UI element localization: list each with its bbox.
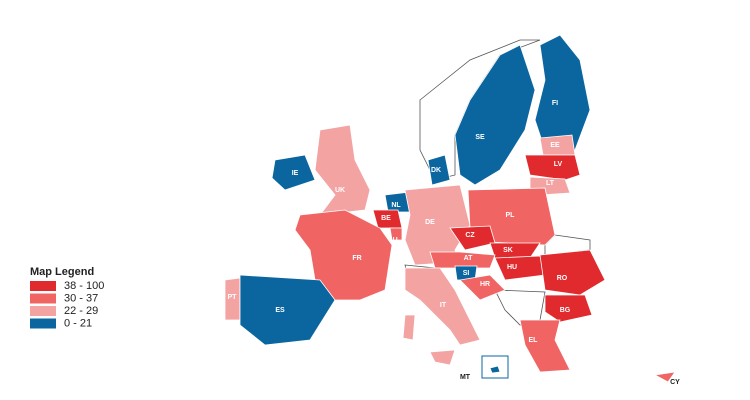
- country-code: FR: [352, 255, 361, 262]
- country-code: SI: [463, 270, 470, 277]
- country-code: LV: [554, 161, 563, 168]
- country: [427, 154, 451, 186]
- country-code: AT: [464, 255, 474, 262]
- legend-label: 22 - 29: [64, 305, 98, 317]
- country: [239, 274, 336, 346]
- country-code: DK: [431, 167, 441, 174]
- country-code: PL: [506, 212, 516, 219]
- country-code: SK: [503, 247, 513, 254]
- country: [489, 365, 501, 374]
- country-code: CY: [670, 379, 680, 386]
- country-code: UK: [335, 187, 345, 194]
- country-code: MT: [460, 374, 471, 381]
- country: [489, 242, 541, 259]
- country-code: HU: [507, 264, 517, 271]
- legend-label: 30 - 37: [64, 292, 98, 304]
- country-code: DE: [425, 219, 435, 226]
- malta-inset: [481, 355, 509, 379]
- country-code: IT: [440, 302, 447, 309]
- country-code: HR: [480, 281, 490, 288]
- country-code: CZ: [465, 232, 475, 239]
- country: [459, 274, 506, 301]
- country: [294, 209, 393, 301]
- country: [429, 251, 496, 269]
- country: [519, 319, 571, 373]
- legend-swatch: [30, 318, 56, 329]
- country-code: RO: [557, 275, 568, 282]
- country-code: FI: [552, 100, 558, 107]
- country: [314, 124, 371, 216]
- legend-label: 38 - 100: [64, 280, 104, 292]
- country-code: LU: [388, 237, 397, 244]
- country-code: EL: [529, 337, 539, 344]
- country: [271, 154, 316, 191]
- country: [524, 154, 581, 181]
- country: [534, 34, 591, 151]
- country-code: SE: [475, 134, 485, 141]
- legend-title: Map Legend: [30, 266, 94, 278]
- legend-swatch: [30, 293, 56, 304]
- country-code: EE: [550, 142, 560, 149]
- country: [402, 314, 416, 341]
- country-code: BE: [381, 215, 391, 222]
- country: [429, 349, 456, 366]
- country-code: BG: [560, 307, 571, 314]
- legend-swatch: [30, 306, 56, 316]
- legend-swatch: [30, 281, 56, 291]
- country-code: NL: [391, 202, 401, 209]
- country-code: IE: [292, 170, 299, 177]
- country: [454, 44, 536, 186]
- country: [389, 227, 403, 241]
- country: [404, 267, 481, 346]
- country: [544, 294, 593, 323]
- country: [539, 249, 606, 296]
- legend-label: 0 - 21: [64, 317, 92, 329]
- country-code: ES: [275, 307, 285, 314]
- country: [494, 255, 546, 281]
- country-code: PT: [228, 294, 238, 301]
- country: [653, 371, 676, 383]
- country-code: LT: [546, 180, 555, 187]
